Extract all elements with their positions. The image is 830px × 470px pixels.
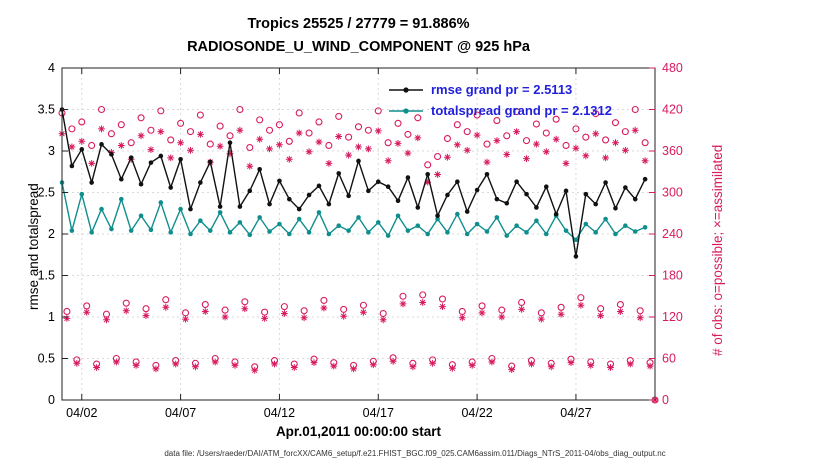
svg-text:04/22: 04/22: [461, 406, 492, 420]
y-axis-label-left: rmse and totalspread: [26, 183, 41, 310]
chart-subtitle: RADIOSONDE_U_WIND_COMPONENT @ 925 hPa: [187, 39, 530, 55]
svg-text:0: 0: [48, 393, 55, 407]
x-axis-label: Apr.01,2011 00:00:00 start: [275, 424, 442, 439]
svg-text:04/12: 04/12: [264, 406, 295, 420]
svg-text:04/02: 04/02: [66, 406, 97, 420]
svg-text:120: 120: [662, 310, 683, 324]
svg-text:480: 480: [662, 61, 683, 75]
svg-text:240: 240: [662, 227, 683, 241]
svg-text:1.5: 1.5: [38, 269, 55, 283]
y-axis-label-right: # of obs: o=possible; ×=assimilated: [710, 144, 725, 356]
svg-text:180: 180: [662, 269, 683, 283]
legend-rmse-label: rmse grand pr = 2.5113: [431, 82, 573, 97]
svg-text:0.5: 0.5: [38, 352, 55, 366]
legend: rmse grand pr = 2.5113 totalspread grand…: [388, 79, 612, 121]
legend-item-totalspread: totalspread grand pr = 2.1312: [388, 100, 612, 121]
svg-text:3.5: 3.5: [38, 103, 55, 117]
totalspread-line-sample-icon: [389, 107, 423, 114]
chart-title: Tropics 25525 / 27779 = 91.886%: [247, 16, 470, 32]
svg-text:60: 60: [662, 352, 676, 366]
svg-text:1: 1: [48, 310, 55, 324]
svg-text:0: 0: [662, 393, 669, 407]
svg-text:04/07: 04/07: [165, 406, 196, 420]
svg-text:04/27: 04/27: [560, 406, 591, 420]
data-file-caption: data file: /Users/raeder/DAI/ATM_forcXX/…: [164, 449, 666, 458]
svg-text:2: 2: [48, 227, 55, 241]
svg-text:420: 420: [662, 103, 683, 117]
legend-totalspread-label: totalspread grand pr = 2.1312: [431, 103, 612, 118]
svg-text:3: 3: [48, 144, 55, 158]
svg-text:300: 300: [662, 186, 683, 200]
rmse-line-sample-icon: [389, 86, 423, 93]
svg-text:4: 4: [48, 61, 55, 75]
svg-text:360: 360: [662, 144, 683, 158]
svg-text:04/17: 04/17: [363, 406, 394, 420]
legend-item-rmse: rmse grand pr = 2.5113: [388, 79, 612, 100]
svg-text:2.5: 2.5: [38, 186, 55, 200]
